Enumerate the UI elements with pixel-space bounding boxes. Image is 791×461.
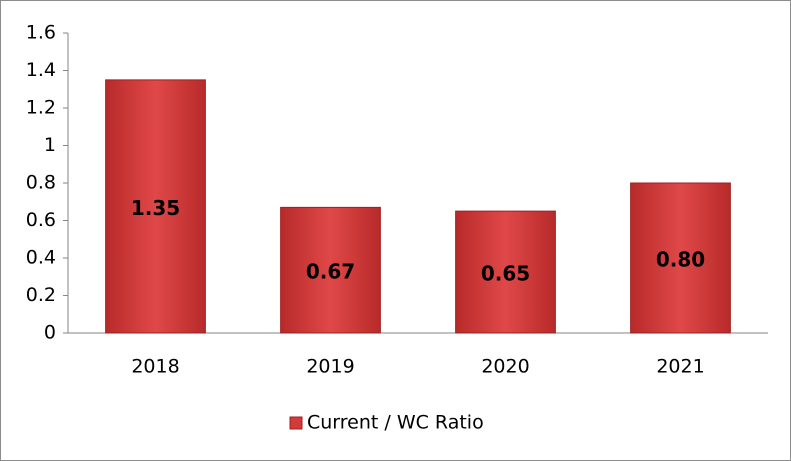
- value-label: 0.80: [656, 248, 705, 272]
- y-tick-label: 0.6: [26, 209, 56, 231]
- y-tick-label: 0.4: [26, 247, 56, 269]
- x-tick-label: 2018: [131, 356, 179, 378]
- value-label: 0.65: [481, 262, 530, 286]
- y-tick-label: 1.6: [26, 22, 56, 44]
- legend-label: Current / WC Ratio: [307, 412, 484, 434]
- y-tick-label: 0.8: [26, 172, 56, 194]
- value-label: 1.35: [131, 196, 180, 220]
- bar: [630, 182, 731, 334]
- x-tick-label: 2019: [306, 356, 354, 378]
- y-tick-label: 1: [44, 134, 56, 156]
- y-tick-label: 1.2: [26, 97, 56, 119]
- y-tick-label: 0.2: [26, 284, 56, 306]
- value-label: 0.67: [306, 260, 355, 284]
- y-tick-label: 1.4: [26, 59, 56, 81]
- bar: [105, 79, 206, 334]
- legend-marker: [289, 416, 303, 430]
- y-tick-label: 0: [44, 322, 56, 344]
- x-tick-label: 2020: [481, 356, 529, 378]
- x-tick-label: 2021: [656, 356, 704, 378]
- bar: [455, 210, 556, 334]
- bar: [280, 206, 381, 334]
